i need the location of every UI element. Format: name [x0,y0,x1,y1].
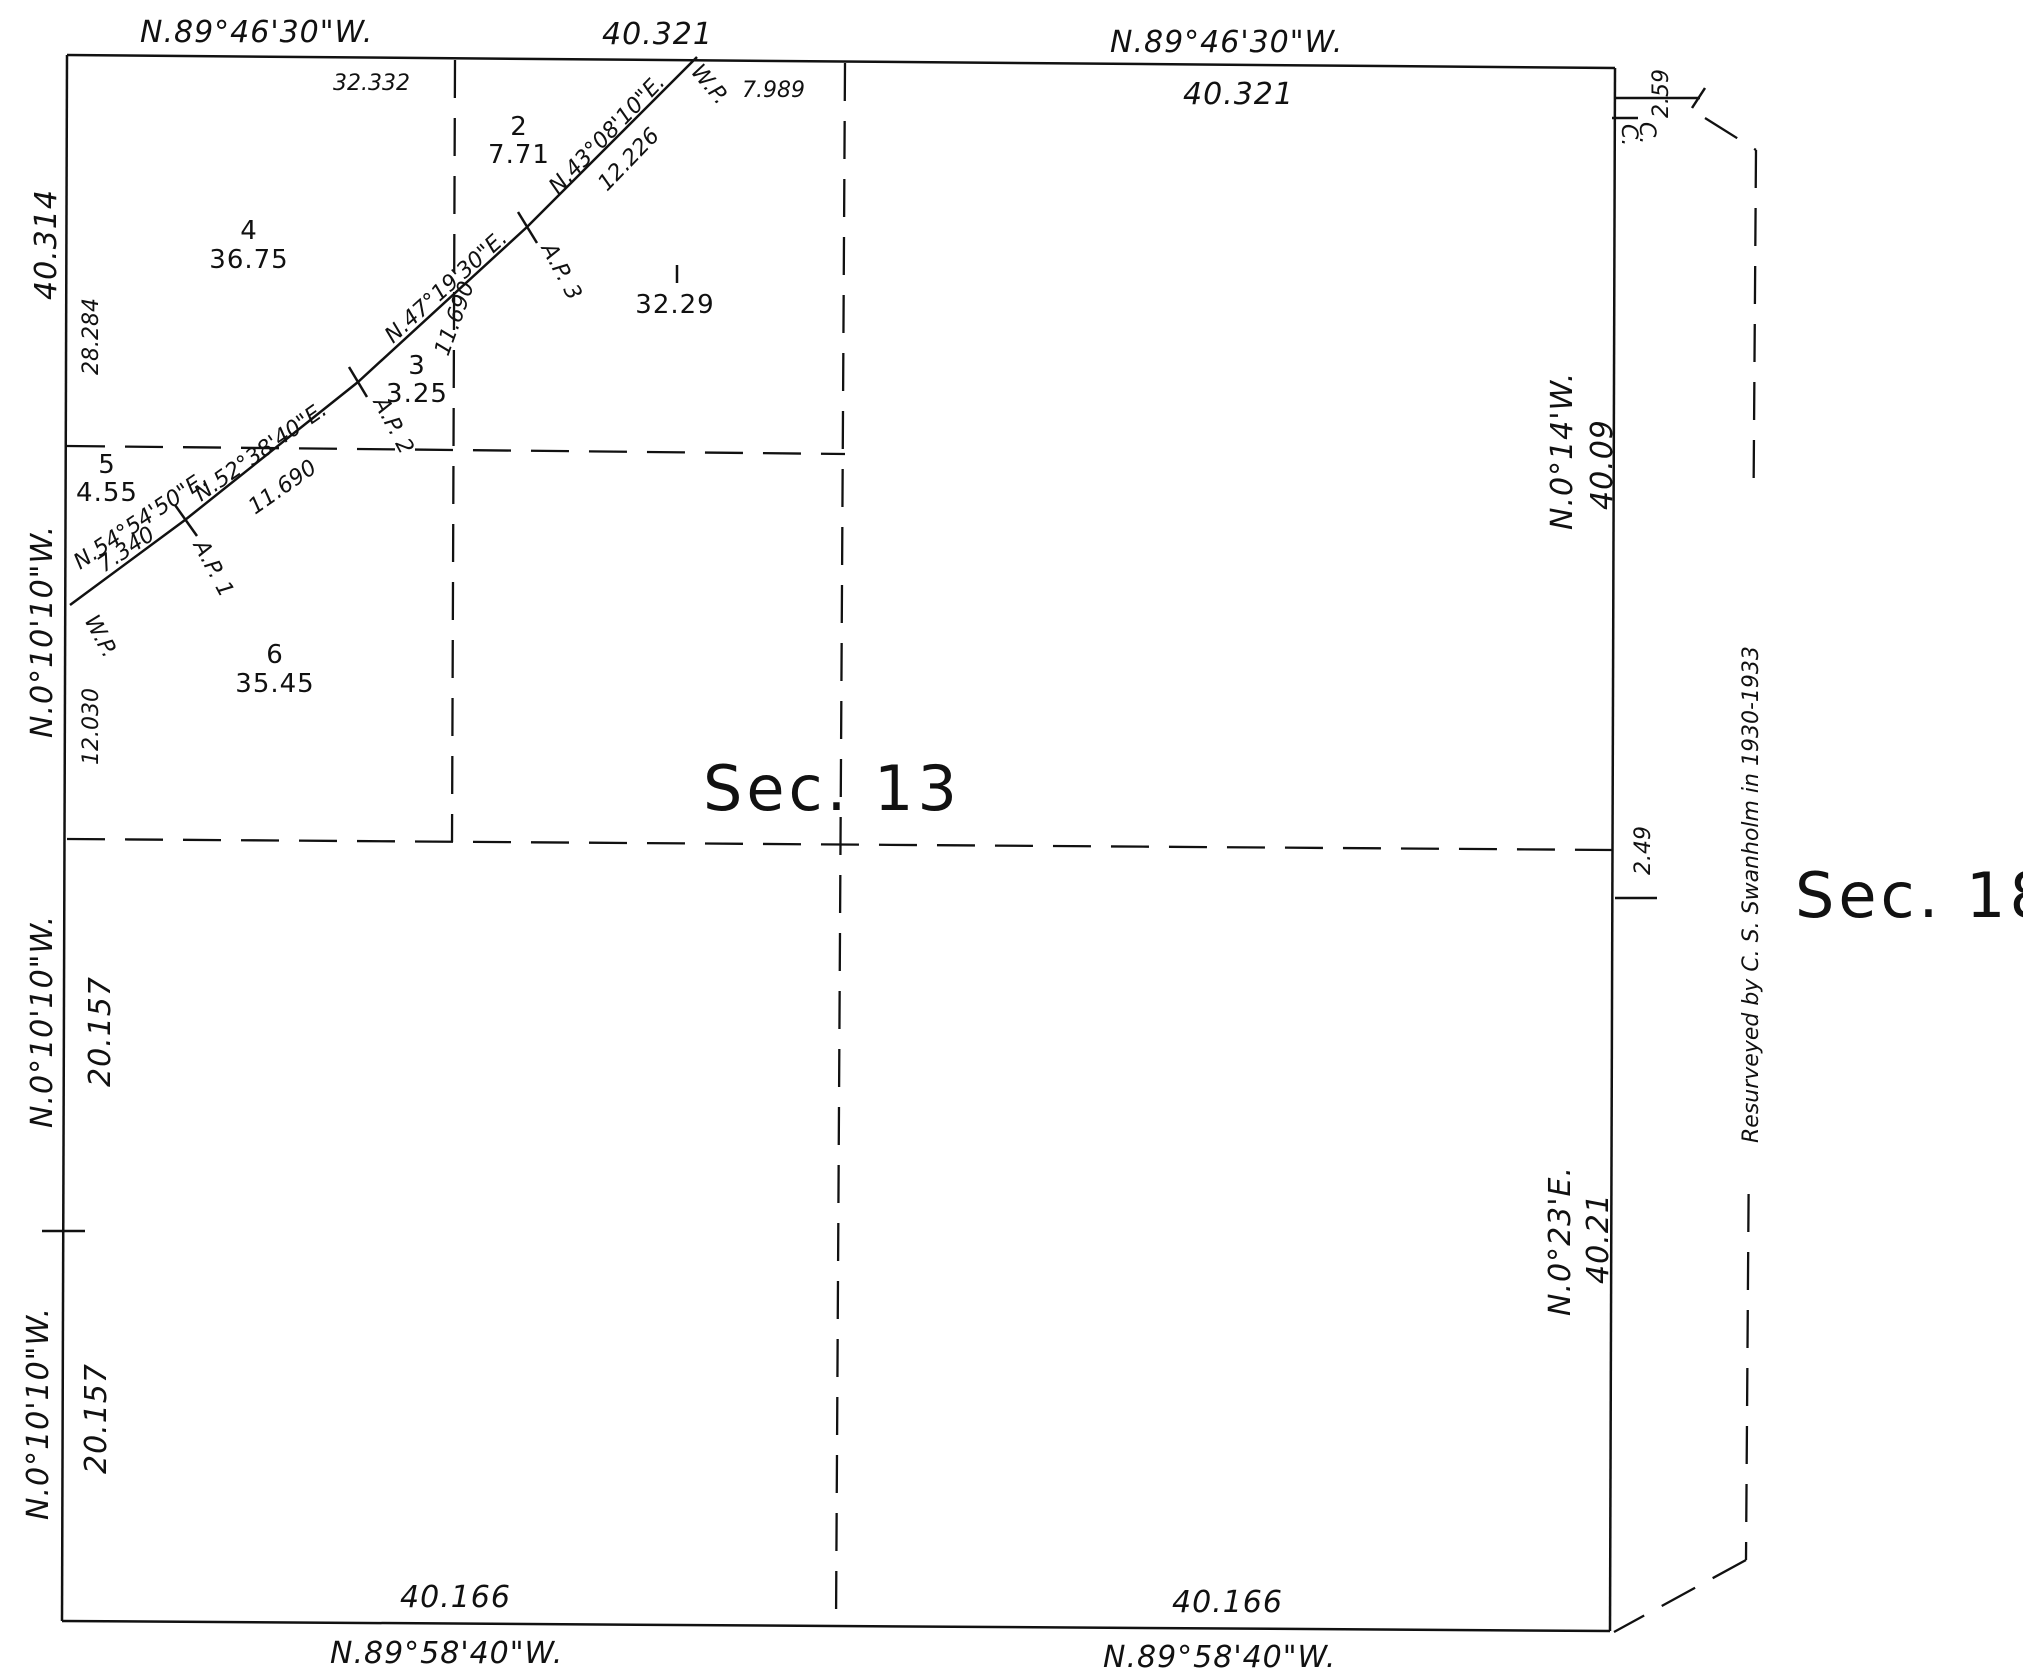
ap1-label: A.P. 1 [187,534,238,601]
east-offset-dist: 2.49 [1631,826,1656,875]
lot-6: 6 35.45 [235,640,314,699]
lot-5: 5 4.55 [76,450,138,508]
corner-label-2: C. [1616,124,1641,146]
west-bottom-dist: 20.157 [79,1363,114,1474]
lot-6-area: 35.45 [235,669,314,699]
subdivision-lines [66,59,1616,1626]
north-dist-left: 40.321 [602,17,713,52]
west-lower-dist: 20.157 [83,976,118,1087]
section-18-label: Sec. 18 [1795,859,2023,932]
west-mid-bearing: N.0°10'10"W. [25,525,60,738]
south-bearing-right: N.89°58'40"W. [1103,1640,1336,1675]
resurvey-bracket [1612,87,1770,1634]
north-boundary-line [66,53,1616,70]
west-top-dist: 28.284 [79,298,104,375]
north-bearing-left: N.89°46'30"W. [140,15,373,50]
lot-3: 3 3.25 [386,351,448,409]
lot-2: 2 7.71 [488,112,550,170]
south-bearing-left: N.89°58'40"W. [330,1636,563,1671]
west-mid-dist: 12.030 [79,688,104,765]
ap1-tick [173,504,199,537]
south-dist-right: 40.166 [1172,1585,1283,1620]
lot-4-number: 4 [240,216,258,246]
south-boundary-line [61,1619,1611,1633]
lot-4: 4 36.75 [209,216,288,275]
north-dist-partial: 32.332 [333,71,410,96]
subdivision-line-north-16th [450,59,457,843]
lot-5-number: 5 [98,450,116,480]
east-top-dist: 40.09 [1585,419,1620,510]
east-corner-dist: 2.59 [1649,69,1674,118]
note-gap [1728,498,1770,1178]
bracket-bottom-arm [1613,1558,1747,1634]
closing-corner-tick-3 [1690,87,1707,109]
lot-2-number: 2 [510,112,528,142]
north-dist-right: 40.321 [1183,77,1294,112]
bracket-top-arm [1704,117,1757,151]
east-top-bearing: N.0°14'W. [1545,372,1580,530]
lot-3-area: 3.25 [386,379,448,409]
north-dist-wp: 7.989 [742,78,805,103]
lot-4-area: 36.75 [209,245,288,275]
lot-3-number: 3 [408,351,426,381]
lot-1: 32.29 [635,265,714,320]
lot-5-area: 4.55 [76,478,138,508]
ap2-tick [347,366,369,398]
ap3-tick [516,211,539,244]
meander-line [69,56,698,607]
lot-6-number: 6 [266,640,284,670]
corner-label-1: C. [1634,122,1659,144]
west-bottom-bearing: N.0°10'10"W. [21,1307,56,1520]
resurvey-note: Resurveyed by C. S. Swanholm in 1930-193… [1739,646,1764,1143]
west-lower-bearing: N.0°10'10"W. [25,915,60,1128]
east-bottom-bearing: N.0°23'E. [1543,1166,1578,1316]
wp-top: W.P. [685,60,733,110]
subdivision-line-16th-ew [66,444,846,456]
east-bottom-dist: 40.21 [1581,1193,1616,1284]
wp-bottom: W.P. [79,611,122,662]
subdivision-line-quarter-ew [66,837,1616,852]
ap3-label: A.P. 3 [535,237,586,304]
west-boundary-line [60,54,69,1622]
section-boundary [42,53,1657,1633]
west-top-total: 40.314 [29,189,64,300]
lot-1-area: 32.29 [635,290,714,320]
section-13-label: Sec. 13 [703,752,961,825]
north-bearing-right: N.89°46'30"W. [1110,25,1343,60]
lot-2-area: 7.71 [488,140,550,170]
south-dist-left: 40.166 [400,1580,511,1615]
